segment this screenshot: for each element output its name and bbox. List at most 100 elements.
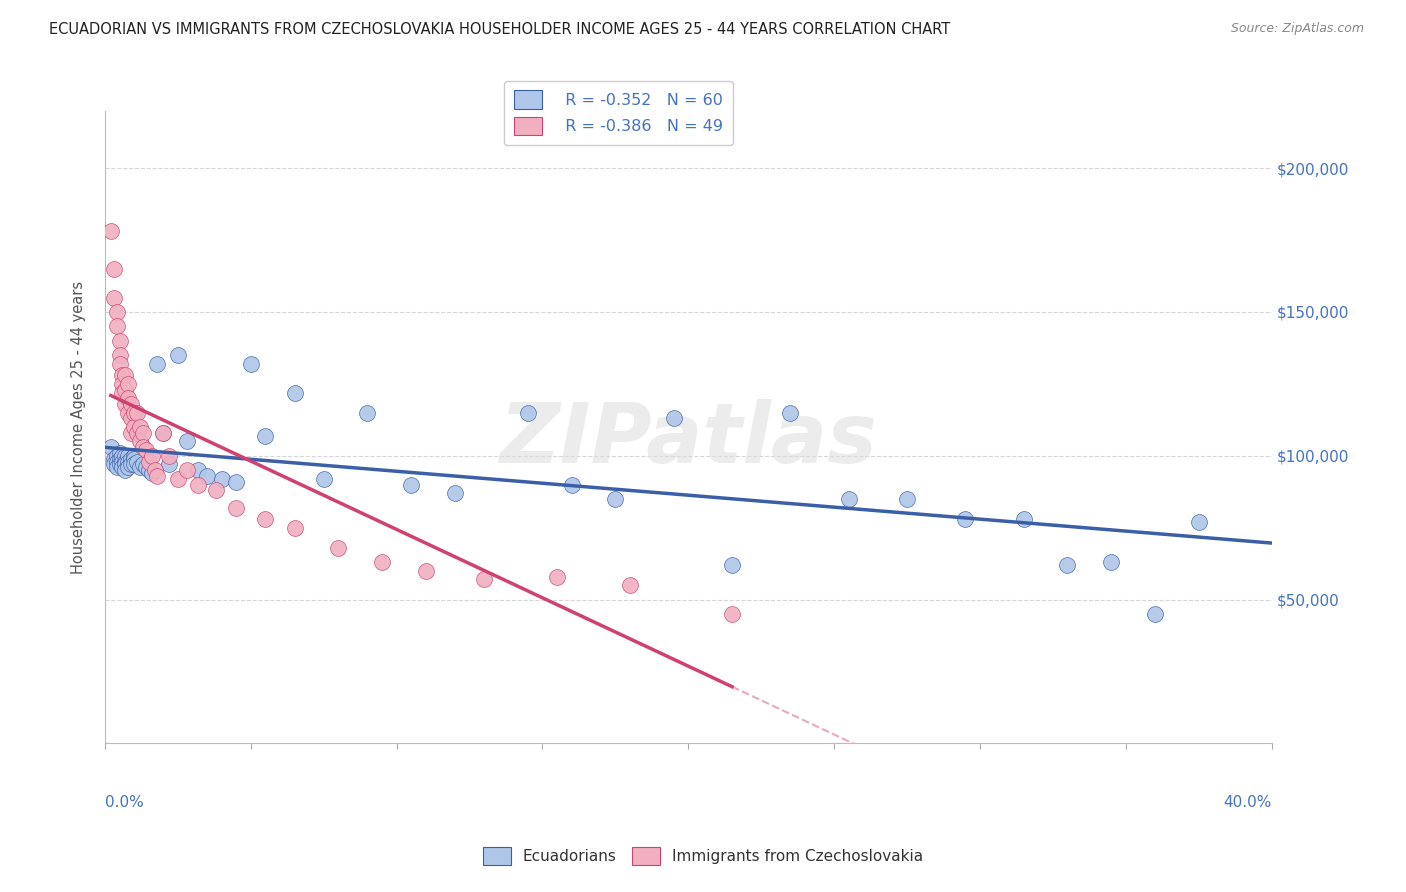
Point [399,477,422,491]
Point [103,458,125,472]
Point [225,475,247,489]
Point [135,443,157,458]
Point [117,460,139,475]
Point [122,451,145,466]
Point [138,454,160,468]
Point [111,376,134,391]
Text: 0.0%: 0.0% [105,795,143,810]
Point [125,406,148,420]
Point [546,569,568,583]
Text: 40.0%: 40.0% [1223,795,1271,810]
Point [138,463,160,477]
Point [662,411,685,425]
Point [120,425,142,440]
Point [1099,555,1122,569]
Point [1143,607,1166,621]
Point [721,607,744,621]
Point [135,460,157,475]
Point [108,357,131,371]
Legend:   R = -0.352   N = 60,   R = -0.386   N = 49: R = -0.352 N = 60, R = -0.386 N = 49 [503,80,733,145]
Point [561,477,583,491]
Point [111,449,134,463]
Point [129,434,152,449]
Point [122,449,145,463]
Point [114,454,136,468]
Point [108,334,131,348]
Point [328,541,350,555]
Point [472,573,495,587]
Point [195,469,218,483]
Point [122,420,145,434]
Point [108,446,131,460]
Point [132,440,155,454]
Point [312,472,335,486]
Point [619,578,641,592]
Point [111,454,134,468]
Point [157,449,180,463]
Point [141,466,163,480]
Point [1056,558,1078,572]
Point [157,458,180,472]
Point [779,406,801,420]
Point [516,406,538,420]
Point [117,376,139,391]
Point [103,261,125,276]
Point [111,368,134,383]
Point [117,449,139,463]
Legend: Ecuadorians, Immigrants from Czechoslovakia: Ecuadorians, Immigrants from Czechoslova… [477,841,929,871]
Point [120,458,142,472]
Point [108,348,131,362]
Point [356,406,378,420]
Point [122,406,145,420]
Point [225,500,247,515]
Point [254,512,277,526]
Point [105,454,128,468]
Text: Source: ZipAtlas.com: Source: ZipAtlas.com [1230,22,1364,36]
Point [152,425,174,440]
Point [114,383,136,397]
Point [114,368,136,383]
Point [108,451,131,466]
Point [146,357,169,371]
Point [187,463,209,477]
Point [838,491,860,506]
Point [105,305,128,319]
Point [371,555,394,569]
Point [100,224,122,238]
Point [114,458,136,472]
Point [114,463,136,477]
Point [254,428,277,442]
Y-axis label: Householder Income Ages 25 - 44 years: Householder Income Ages 25 - 44 years [72,280,86,574]
Point [132,458,155,472]
Point [896,491,918,506]
Point [721,558,744,572]
Point [605,491,627,506]
Point [284,385,307,400]
Point [117,454,139,468]
Point [111,460,134,475]
Point [103,291,125,305]
Point [114,397,136,411]
Point [176,463,198,477]
Point [120,411,142,425]
Point [117,406,139,420]
Point [125,454,148,468]
Point [120,451,142,466]
Point [129,460,152,475]
Text: ECUADORIAN VS IMMIGRANTS FROM CZECHOSLOVAKIA HOUSEHOLDER INCOME AGES 25 - 44 YEA: ECUADORIAN VS IMMIGRANTS FROM CZECHOSLOV… [49,22,950,37]
Point [105,460,128,475]
Point [1012,512,1035,526]
Point [105,449,128,463]
Point [100,440,122,454]
Point [167,472,190,486]
Point [122,458,145,472]
Point [146,469,169,483]
Point [108,458,131,472]
Point [143,463,166,477]
Point [955,512,977,526]
Point [415,564,437,578]
Point [444,486,467,500]
Point [284,521,307,535]
Point [1188,515,1211,529]
Point [114,449,136,463]
